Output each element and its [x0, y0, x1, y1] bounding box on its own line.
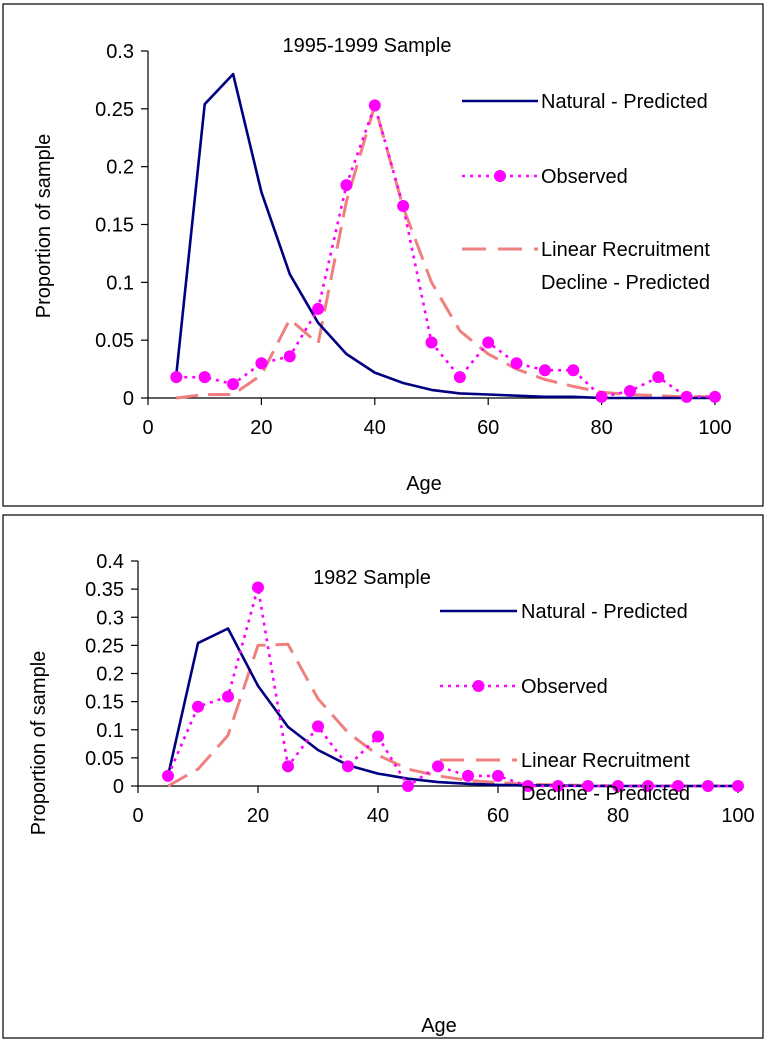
- chart-frame: [2, 3, 764, 507]
- observed-point: [368, 99, 381, 112]
- y-tick-label: 0.4: [96, 551, 124, 573]
- y-tick-label: 0.35: [85, 579, 124, 601]
- legend-label: Linear Recruitment: [541, 239, 710, 261]
- observed-point: [162, 769, 174, 782]
- x-tick-label: 20: [250, 417, 272, 439]
- y-tick-label: 0.2: [106, 157, 134, 179]
- observed-point: [552, 780, 564, 792]
- observed-point: [432, 760, 444, 773]
- x-tick-label: 0: [142, 417, 153, 439]
- legend-label: Observed: [541, 166, 628, 188]
- x-axis-label: Age: [421, 1015, 457, 1037]
- observed-point: [312, 720, 324, 733]
- y-tick-label: 0: [123, 388, 134, 410]
- observed-point: [510, 357, 523, 370]
- legend-label: Decline - Predicted: [541, 272, 710, 294]
- x-tick-label: 100: [721, 805, 754, 827]
- legend-label: Natural - Predicted: [541, 91, 708, 113]
- observed-point: [482, 336, 495, 349]
- x-tick-label: 20: [247, 805, 269, 827]
- observed-point: [623, 385, 636, 398]
- series-line-natural-predicted: [175, 72, 715, 400]
- legend-marker: [494, 170, 506, 182]
- y-tick-label: 0.25: [95, 99, 134, 121]
- legend-label: Observed: [521, 676, 608, 698]
- observed-point: [192, 700, 204, 713]
- series-line-observed: [166, 586, 738, 788]
- x-tick-label: 80: [607, 805, 629, 827]
- chart-frame: [2, 514, 764, 1039]
- observed-point: [222, 690, 234, 703]
- observed-point: [522, 780, 534, 792]
- y-tick-label: 0.15: [95, 215, 134, 237]
- observed-point: [425, 336, 438, 349]
- y-tick-label: 0.1: [96, 720, 124, 742]
- observed-point: [567, 364, 580, 377]
- observed-point: [702, 780, 714, 792]
- x-tick-label: 60: [487, 805, 509, 827]
- observed-point: [595, 390, 608, 403]
- observed-point: [372, 730, 384, 743]
- y-tick-label: 0.3: [96, 607, 124, 629]
- observed-point: [462, 769, 474, 782]
- observed-point: [227, 378, 240, 391]
- y-axis-label: Proportion of sample: [28, 651, 50, 836]
- legend-label: Decline - Predicted: [521, 783, 690, 805]
- observed-point: [252, 581, 264, 594]
- observed-point: [397, 199, 410, 212]
- y-axis-label: Proportion of sample: [33, 134, 55, 319]
- legend-label: Natural - Predicted: [521, 601, 688, 623]
- observed-point: [255, 357, 268, 370]
- y-tick-label: 0.2: [96, 664, 124, 686]
- chart-panel-1982: 1982 Sample Proportion of sample Age 0 0.…: [0, 512, 767, 1043]
- y-tick-label: 0.05: [85, 748, 124, 770]
- observed-point: [170, 371, 183, 384]
- legend-label: Linear Recruitment: [521, 750, 690, 772]
- x-tick-label: 60: [477, 417, 499, 439]
- chart-title: 1995-1999 Sample: [282, 35, 451, 57]
- y-tick-label: 0.25: [85, 635, 124, 657]
- observed-point: [312, 302, 325, 315]
- observed-point: [198, 371, 211, 384]
- y-tick-label: 0.1: [106, 272, 134, 294]
- observed-point: [672, 780, 684, 792]
- observed-point: [538, 364, 551, 377]
- observed-point: [283, 350, 296, 363]
- observed-point: [402, 780, 414, 792]
- legend: Natural - Predicted Observed Linear Recrui…: [440, 601, 690, 805]
- observed-point: [582, 780, 594, 792]
- observed-point: [680, 390, 693, 403]
- x-tick-label: 40: [367, 805, 389, 827]
- observed-point: [612, 780, 624, 792]
- observed-point: [642, 780, 654, 792]
- observed-point: [492, 769, 504, 782]
- observed-point: [652, 371, 665, 384]
- legend-marker: [472, 680, 485, 692]
- chart-1995-1999: 1995-1999 Sample Proportion of sample Ag…: [2, 3, 764, 507]
- chart-1982: 1982 Sample Proportion of sample Age 0 0.…: [2, 514, 764, 1039]
- y-tick-label: 0.05: [95, 330, 134, 352]
- y-tick-label: 0.3: [106, 41, 134, 63]
- x-tick-label: 0: [132, 805, 143, 827]
- x-tick-label: 100: [698, 417, 731, 439]
- x-tick-label: 40: [364, 417, 386, 439]
- observed-point: [453, 371, 466, 384]
- observed-point: [342, 760, 354, 773]
- chart-title: 1982 Sample: [313, 567, 431, 589]
- chart-panel-1995-1999: 1995-1999 Sample Proportion of sample Ag…: [0, 0, 767, 512]
- x-axis-label: Age: [406, 473, 442, 495]
- x-tick-label: 80: [590, 417, 612, 439]
- observed-point: [282, 760, 294, 773]
- observed-point: [732, 780, 744, 792]
- y-tick-label: 0.15: [85, 692, 124, 714]
- observed-point: [709, 390, 721, 403]
- observed-point: [340, 179, 353, 192]
- y-tick-label: 0: [113, 776, 124, 798]
- legend: Natural - Predicted Observed Linear Recrui…: [462, 91, 710, 294]
